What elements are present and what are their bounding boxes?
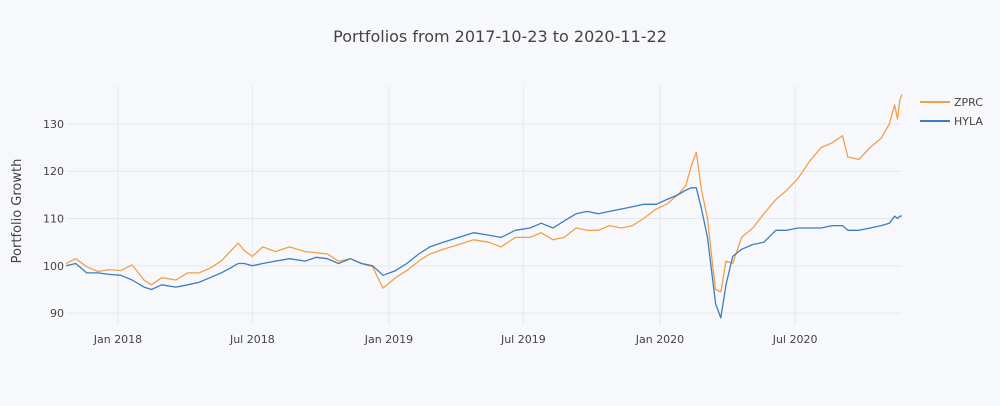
series-lines: [65, 94, 903, 319]
x-tick-label: Jan 2019: [364, 333, 413, 346]
y-tick-label: 110: [43, 213, 64, 226]
chart-title: Portfolios from 2017-10-23 to 2020-11-22: [333, 27, 667, 46]
x-tick-label: Jul 2020: [772, 333, 818, 346]
legend-item-hyla[interactable]: HYLA: [920, 115, 983, 128]
y-tick-label: 120: [43, 165, 64, 178]
x-tick-labels: Jan 2018 Jul 2018 Jan 2019 Jul 2019 Jan 2020…: [93, 333, 818, 346]
series-line-hyla: [65, 187, 902, 319]
x-tick-label: Jan 2020: [635, 333, 684, 346]
series-line-zprc: [65, 94, 903, 293]
legend-label: ZPRC: [954, 96, 983, 109]
y-axis-label: Portfolio Growth: [10, 159, 25, 264]
legend[interactable]: ZPRC HYLA: [920, 96, 983, 128]
y-tick-label: 130: [43, 118, 64, 131]
legend-item-zprc[interactable]: ZPRC: [920, 96, 983, 109]
x-tick-label: Jul 2018: [229, 333, 275, 346]
gridlines: [66, 86, 902, 325]
legend-label: HYLA: [954, 115, 983, 128]
y-tick-label: 100: [43, 260, 64, 273]
y-tick-labels: 90 100 110 120 130: [43, 118, 64, 320]
x-tick-label: Jul 2019: [500, 333, 546, 346]
x-tick-label: Jan 2018: [93, 333, 142, 346]
y-tick-label: 90: [50, 307, 64, 320]
